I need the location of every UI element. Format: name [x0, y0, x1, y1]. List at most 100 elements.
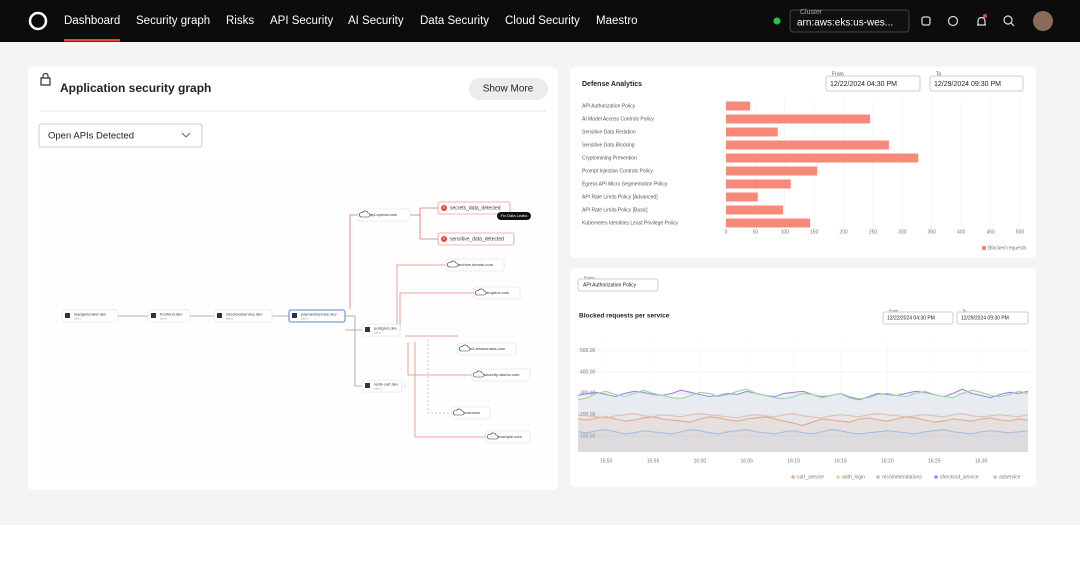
legend-swatch [982, 246, 986, 250]
policy-select[interactable] [577, 278, 659, 292]
graph-node[interactable] [445, 258, 505, 272]
node-sublabel: (dev) [374, 330, 381, 334]
x-tick-label: 400 [957, 229, 966, 235]
graph-title: Application security graph [60, 81, 211, 95]
from-select[interactable] [882, 311, 954, 325]
node-label: api.openai.com [370, 212, 398, 217]
x-tick-label: 300 [898, 229, 907, 235]
y-tick-label: Sensitive Data Redation [582, 129, 636, 135]
cloud-icon [475, 288, 487, 296]
badge[interactable] [497, 212, 531, 220]
to-value: 12/29/2024 09:30 PM [961, 315, 1009, 321]
cloud-icon [473, 370, 485, 378]
legend-swatch [876, 475, 880, 479]
graph-nodes: loadgenerator.dev(dev)frontend.dev(dev)c… [61, 201, 531, 444]
to-select[interactable] [929, 75, 1024, 92]
graph-node[interactable] [361, 323, 401, 337]
node-sublabel: (dev) [160, 316, 167, 320]
show-more-button[interactable] [469, 78, 548, 100]
node-label: secrets_data_detected [450, 205, 501, 211]
legend-label: cart_service [797, 474, 824, 480]
nav-item[interactable]: API Security [270, 15, 334, 27]
legend-label: recommendations [882, 474, 922, 480]
line [577, 388, 1029, 401]
y-tick-label: Prompt Injection Controls Policy [582, 168, 653, 174]
nav-item[interactable]: AI Security [348, 15, 404, 27]
line [577, 429, 1029, 435]
graph-node[interactable] [457, 342, 517, 356]
graph-node[interactable] [437, 232, 515, 246]
node-label: checkoutservice.dev [226, 312, 262, 317]
bar [726, 127, 778, 137]
y-tick-label: 100.00 [580, 433, 596, 439]
nav-item[interactable]: Security graph [136, 15, 210, 27]
filter-select[interactable] [38, 123, 203, 148]
avatar[interactable] [1033, 11, 1053, 31]
cloud-icon [487, 432, 499, 440]
node-label: postgres.dev [374, 326, 397, 331]
legend-label: Blocked requests [988, 245, 1027, 251]
graph-node[interactable] [213, 309, 273, 323]
node-sublabel: (dev) [301, 316, 308, 320]
node-label: paymentservice.dev [301, 312, 337, 317]
node-sublabel: (dev) [74, 316, 81, 320]
nav-item[interactable]: Cloud Security [505, 15, 580, 27]
chevron [181, 132, 191, 138]
area [578, 389, 1028, 452]
bar [726, 218, 811, 228]
to-value: 12/29/2024 09:30 PM [934, 81, 1001, 88]
graph-node[interactable] [357, 208, 411, 222]
graph-node[interactable] [361, 379, 403, 393]
area [578, 416, 1028, 452]
legend-swatch [791, 475, 795, 479]
badge-label: Fix Data Leaks [501, 213, 528, 218]
service-icon [365, 383, 370, 388]
from-label: From [832, 71, 844, 77]
x-tick-label: 150 [810, 229, 819, 235]
service-icon [292, 313, 297, 318]
nav-item[interactable]: Maestro [596, 15, 638, 27]
cluster-label: Cluster [800, 9, 823, 16]
graph-node[interactable] [61, 309, 119, 323]
graph-node[interactable] [473, 286, 521, 300]
graph-node[interactable] [471, 368, 531, 382]
to-label: To [962, 308, 967, 313]
cluster-value: arn:aws:eks:us-wes... [797, 18, 893, 29]
from-value: 12/22/2024 04:30 PM [830, 81, 897, 88]
status-dot [773, 17, 781, 25]
logo[interactable] [28, 11, 48, 31]
filter-label: Open APIs Detected [48, 131, 134, 142]
bar [726, 140, 889, 150]
graph-node[interactable] [288, 309, 346, 323]
x-tick-label: 15:55 [647, 458, 660, 464]
service-icon [151, 313, 156, 318]
graph-node[interactable] [437, 201, 511, 215]
x-tick-label: 16:20 [881, 458, 894, 464]
nav-item[interactable]: Data Security [420, 15, 489, 27]
legend-swatch [993, 475, 997, 479]
x-tick-label: 16:10 [787, 458, 800, 464]
graph-node[interactable] [147, 309, 191, 323]
line-title: Blocked requests per service [579, 313, 670, 320]
nav-icons[interactable] [921, 15, 1015, 27]
y-tick-label: API Rate Limits Policy [Basic] [582, 207, 648, 213]
x-tick-label: 500 [1016, 229, 1025, 235]
x-tick-label: 0 [725, 229, 728, 235]
bar-chart: 0 50 100 150 200 250 300 350 400 450 500 API Author… [582, 100, 1027, 251]
node-label: frontend.dev [160, 312, 182, 317]
graph-node[interactable] [485, 430, 531, 444]
y-tick-label: API Authorization Policy [582, 103, 636, 109]
line-card [570, 268, 1036, 487]
x-tick-label: 100 [781, 229, 790, 235]
cluster-select[interactable] [789, 9, 910, 33]
to-select[interactable] [956, 311, 1029, 325]
x-tick-label: 200 [839, 229, 848, 235]
area [578, 389, 1028, 452]
x-tick-label: 450 [986, 229, 995, 235]
nav-item[interactable]: Dashboard [64, 15, 120, 27]
node-label: archive.ubuntu.com [458, 262, 494, 267]
x-tick-label: 16:05 [740, 458, 753, 464]
from-select[interactable] [825, 75, 921, 92]
nav-item[interactable]: Risks [226, 15, 254, 27]
